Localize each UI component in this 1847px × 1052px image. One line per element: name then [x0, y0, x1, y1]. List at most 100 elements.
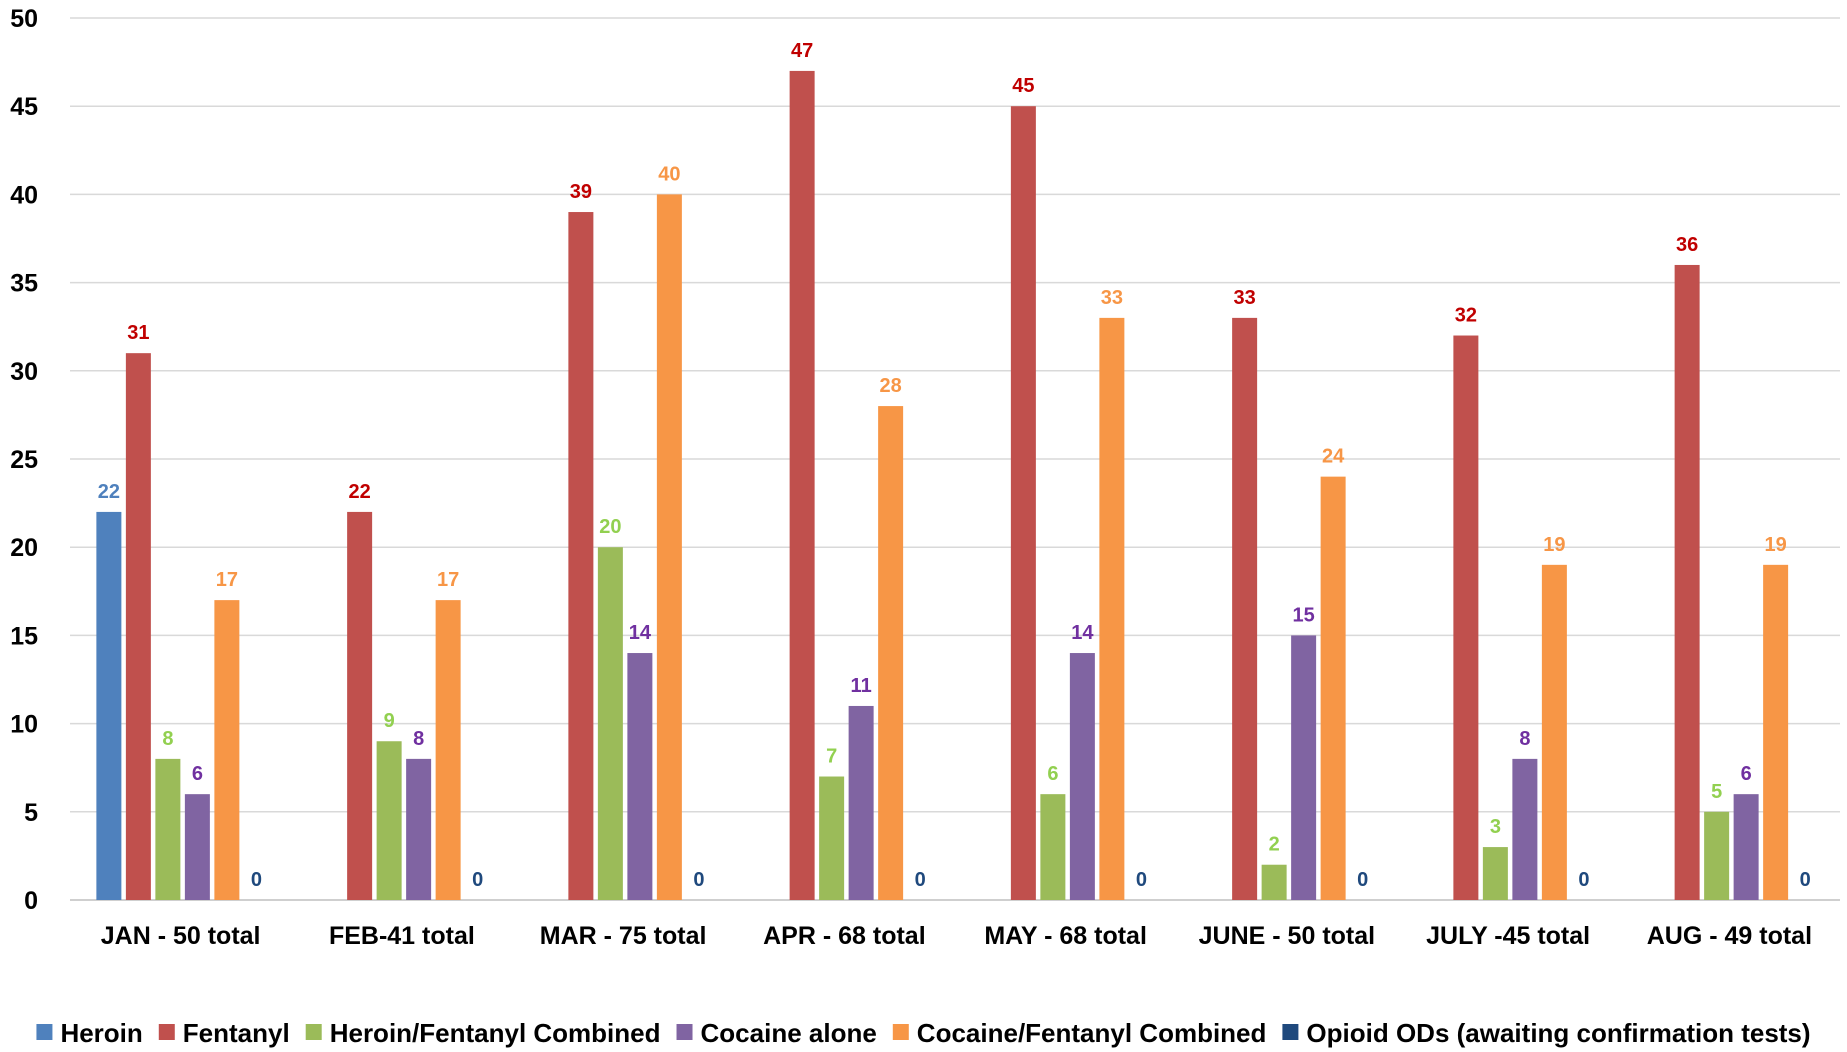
y-tick-label: 5 [24, 799, 38, 827]
data-label: 14 [629, 622, 652, 644]
data-label: 20 [599, 516, 621, 538]
legend-swatch [305, 1024, 322, 1040]
x-tick-label: FEB-41 total [329, 922, 475, 950]
data-label: 11 [851, 675, 872, 697]
bar [1674, 264, 1700, 901]
y-tick-label: 25 [10, 446, 38, 474]
legend-item: Opioid ODs (awaiting confirmation tests) [1282, 1018, 1811, 1048]
data-label: 17 [437, 569, 459, 591]
data-label: 8 [1519, 728, 1530, 750]
bar [597, 547, 623, 900]
bar [1261, 864, 1287, 900]
data-label: 28 [880, 375, 902, 397]
legend-item: Heroin/Fentanyl Combined [305, 1018, 661, 1048]
data-label: 0 [1800, 869, 1811, 891]
data-label: 14 [1071, 622, 1094, 644]
bar [878, 406, 904, 900]
x-tick-label: JAN - 50 total [101, 922, 261, 950]
y-tick-label: 15 [10, 622, 38, 650]
x-tick-label: AUG - 49 total [1647, 922, 1812, 950]
bar [568, 212, 594, 901]
x-tick-label: JULY -45 total [1426, 922, 1590, 950]
y-tick-label: 40 [10, 181, 38, 209]
y-axis: 0 5 10 15 20 25 30 35 40 45 50 [10, 5, 38, 915]
data-label: 0 [472, 869, 483, 891]
legend-item: Cocaine alone [676, 1018, 877, 1048]
x-tick-label: JUNE - 50 total [1199, 922, 1375, 950]
y-tick-label: 35 [10, 270, 38, 298]
y-tick-label: 50 [10, 5, 38, 33]
bar [627, 653, 653, 900]
data-label: 6 [1741, 763, 1752, 785]
data-label: 7 [826, 746, 837, 768]
bar [789, 70, 815, 901]
legend-label: Opioid ODs (awaiting confirmation tests) [1306, 1018, 1810, 1048]
legend-swatch [1282, 1024, 1299, 1040]
bar [96, 511, 122, 900]
data-label: 0 [693, 869, 704, 891]
data-label: 19 [1543, 534, 1565, 556]
bar [848, 705, 874, 900]
data-label: 15 [1293, 604, 1315, 626]
legend-label: Heroin/Fentanyl Combined [330, 1018, 661, 1048]
data-label: 31 [127, 322, 149, 344]
legend-label: Cocaine/Fentanyl Combined [917, 1018, 1267, 1048]
bar [125, 353, 151, 900]
data-label: 8 [413, 728, 424, 750]
data-label: 33 [1101, 287, 1123, 309]
data-label: 19 [1765, 534, 1787, 556]
data-label: 17 [216, 569, 238, 591]
bar [406, 758, 432, 900]
legend-swatch [158, 1024, 175, 1040]
data-label: 22 [349, 481, 371, 503]
legend-label: Heroin [60, 1018, 142, 1048]
legend: Heroin Fentanyl Heroin/Fentanyl Combined Co… [36, 1018, 1811, 1048]
data-label: 0 [915, 869, 926, 891]
bar [214, 600, 240, 900]
data-label: 0 [1357, 869, 1368, 891]
gridlines [70, 17, 1840, 901]
legend-label: Fentanyl [183, 1018, 290, 1048]
bar [1482, 847, 1508, 900]
bar [1733, 794, 1759, 900]
y-tick-label: 20 [10, 534, 38, 562]
bar [376, 741, 402, 900]
data-label: 40 [658, 163, 680, 185]
data-label: 45 [1012, 75, 1034, 97]
data-label: 0 [1578, 869, 1589, 891]
bar [1541, 564, 1567, 900]
data-label: 24 [1322, 446, 1345, 468]
y-tick-label: 45 [10, 93, 38, 121]
x-tick-label: MAY - 68 total [984, 922, 1147, 950]
data-label: 36 [1676, 234, 1698, 256]
data-labels: 2231861702298170392014400477112804561433… [98, 40, 1811, 891]
bar [1010, 106, 1036, 900]
legend-swatch [676, 1024, 693, 1040]
data-label: 47 [791, 40, 813, 62]
bar [1232, 317, 1258, 900]
bar [1040, 794, 1066, 900]
data-label: 39 [570, 181, 592, 203]
legend-swatch [36, 1024, 53, 1040]
bar [435, 600, 461, 900]
bar [1099, 317, 1125, 900]
data-label: 6 [1047, 763, 1058, 785]
bar [1512, 758, 1538, 900]
y-tick-label: 10 [10, 711, 38, 739]
data-label: 2 [1269, 834, 1280, 856]
data-label: 0 [1136, 869, 1147, 891]
legend-item: Heroin [36, 1018, 143, 1048]
legend-label: Cocaine alone [701, 1018, 877, 1048]
legend-swatch [892, 1024, 909, 1040]
data-label: 33 [1234, 287, 1256, 309]
bars [96, 70, 1789, 901]
bar [819, 776, 845, 900]
bar [1320, 476, 1346, 900]
bar [184, 794, 210, 900]
bar [1763, 564, 1789, 900]
data-label: 5 [1711, 781, 1722, 803]
data-label: 0 [251, 869, 262, 891]
bar [1291, 635, 1317, 900]
data-label: 9 [384, 710, 395, 732]
